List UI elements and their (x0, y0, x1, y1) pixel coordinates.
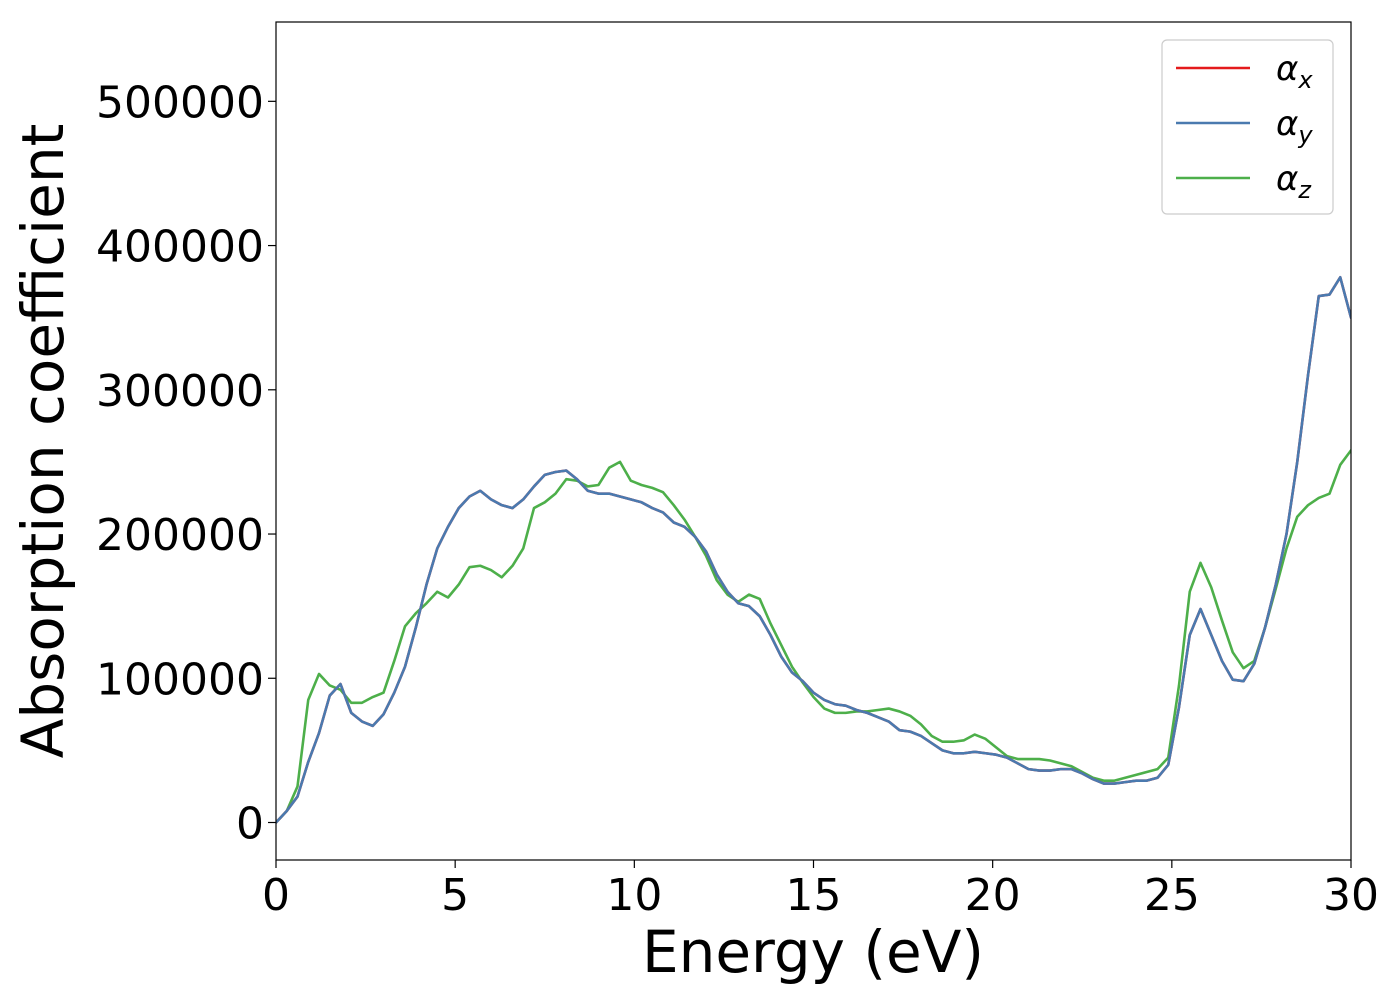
series-line-y (276, 275, 1351, 824)
y-tick-label: 500000 (96, 77, 264, 128)
x-tick-label: 0 (262, 870, 290, 921)
legend: αx αy αz (1161, 39, 1334, 215)
y-axis-label: Absorption coefficient (9, 124, 77, 759)
legend-label-y: αy (1276, 104, 1313, 149)
x-tick-label: 20 (965, 870, 1021, 921)
y-axis: 0 100000 200000 300000 400000 500000 (96, 77, 276, 849)
legend-label-x: αx (1276, 49, 1313, 94)
legend-label-z: αz (1276, 159, 1312, 204)
y-tick-label: 0 (236, 798, 264, 849)
y-tick-label: 300000 (96, 366, 264, 417)
y-tick-label: 100000 (96, 654, 264, 705)
x-tick-label: 5 (441, 870, 469, 921)
x-axis: 0 5 10 15 20 25 30 (262, 860, 1379, 921)
series-layer (276, 275, 1351, 824)
y-tick-label: 200000 (96, 510, 264, 561)
x-tick-label: 30 (1323, 870, 1379, 921)
y-tick-label: 400000 (96, 222, 264, 273)
x-axis-label: Energy (eV) (642, 918, 984, 986)
x-tick-label: 25 (1144, 870, 1200, 921)
x-tick-label: 15 (786, 870, 842, 921)
legend-frame (1161, 39, 1334, 215)
series-line-z (276, 449, 1351, 824)
x-tick-label: 10 (606, 870, 662, 921)
